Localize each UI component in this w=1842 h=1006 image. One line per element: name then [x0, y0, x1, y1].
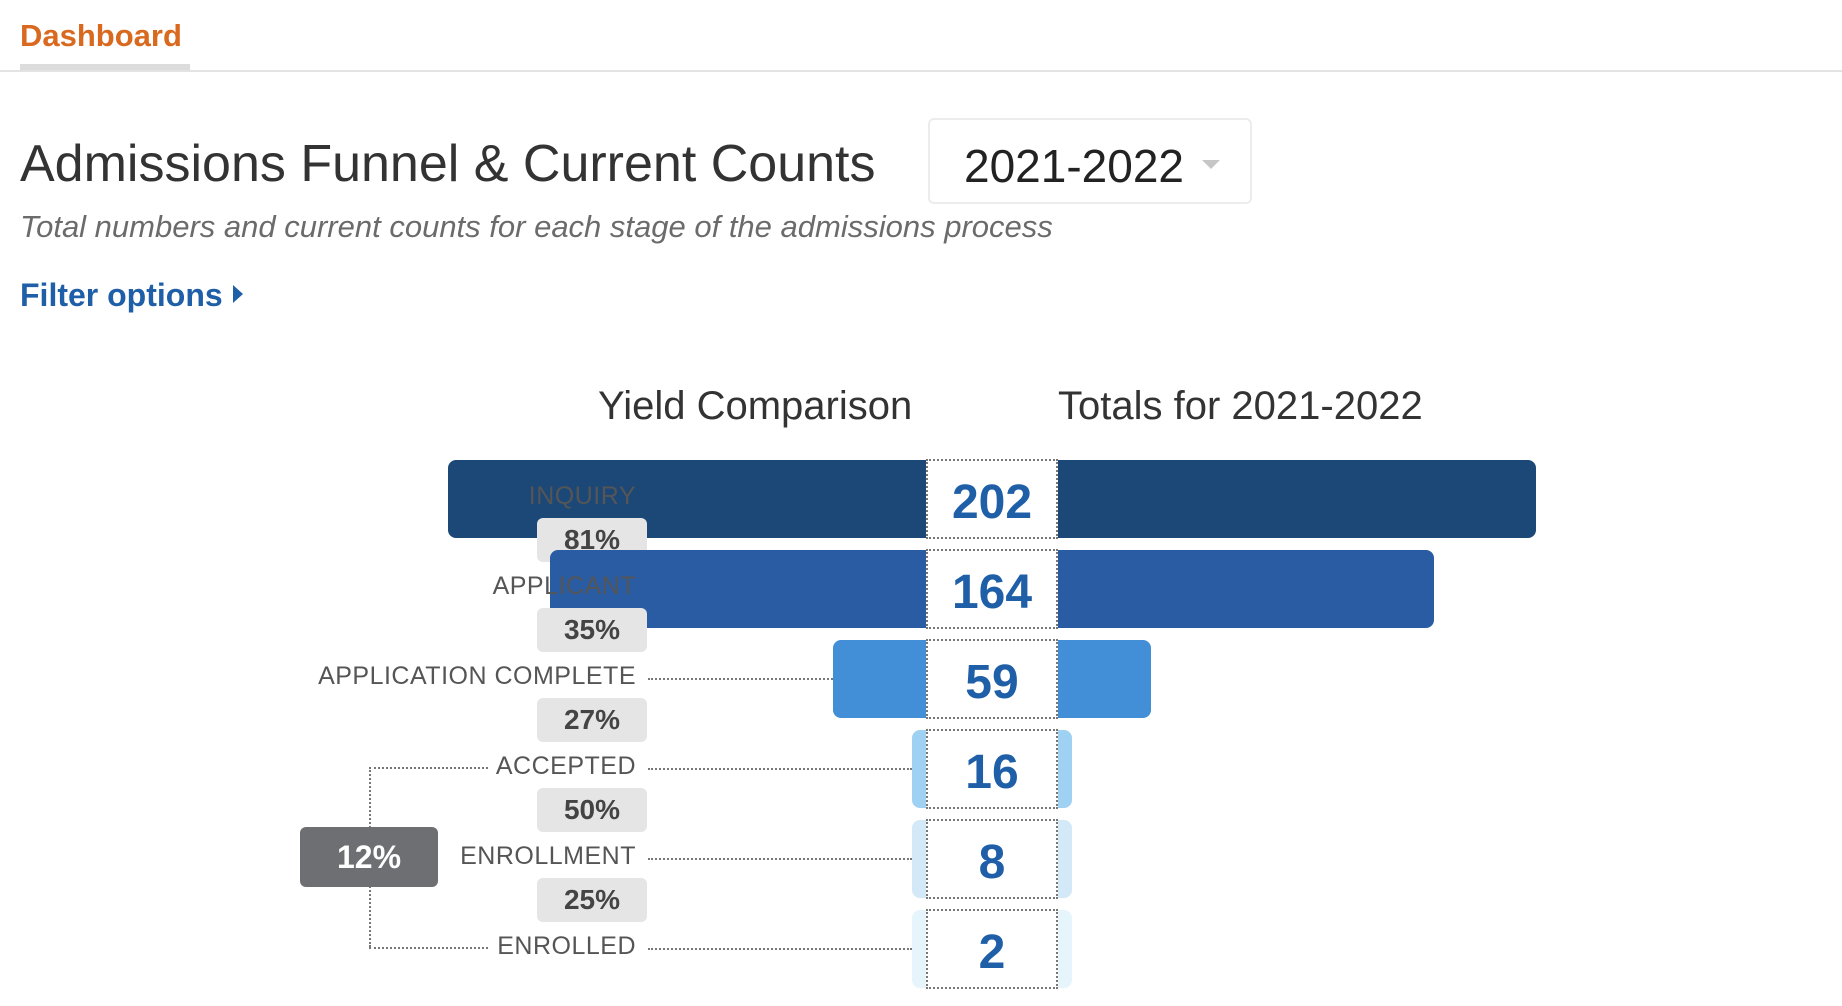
stage-label: APPLICANT	[492, 572, 636, 600]
stage-count: 2	[978, 926, 1006, 979]
stage-count-cell: 2	[926, 909, 1058, 989]
overall-yield-badge: 12%	[300, 827, 438, 887]
conversion-pill: 35%	[537, 608, 647, 652]
stage-label: ACCEPTED	[495, 752, 636, 780]
stage-label: APPLICATION COMPLETE	[318, 662, 636, 690]
tab-bar: Dashboard	[0, 0, 1842, 72]
stage-count-cell: 59	[926, 639, 1058, 719]
filter-options-label: Filter options	[20, 277, 223, 313]
caret-right-icon	[232, 285, 243, 303]
bracket-top-line	[369, 767, 488, 769]
stage-leader-line	[648, 768, 912, 770]
stage-count-cell: 202	[926, 459, 1058, 539]
totals-heading: Totals for 2021-2022	[1058, 384, 1423, 428]
bracket-bottom-line	[369, 947, 488, 949]
stage-leader-line	[648, 858, 912, 860]
stage-count: 59	[965, 656, 1019, 709]
stage-count: 8	[978, 836, 1006, 889]
stage-leader-line	[648, 948, 912, 950]
conversion-pill: 25%	[537, 878, 647, 922]
page-subtitle: Total numbers and current counts for eac…	[20, 209, 1053, 244]
year-select-value: 2021-2022	[964, 140, 1184, 192]
stage-count-cell: 8	[926, 819, 1058, 899]
chevron-down-icon	[1202, 160, 1220, 169]
stage-count-cell: 16	[926, 729, 1058, 809]
stage-label: INQUIRY	[528, 482, 636, 510]
stage-count-cell: 164	[926, 549, 1058, 629]
stage-count: 164	[951, 566, 1033, 619]
stage-leader-line	[648, 678, 834, 680]
stage-label: ENROLLMENT	[460, 842, 636, 870]
tab-dashboard[interactable]: Dashboard	[20, 18, 190, 70]
conversion-pill: 27%	[537, 698, 647, 742]
year-select[interactable]: 2021-2022	[928, 118, 1252, 204]
conversion-pill: 50%	[537, 788, 647, 832]
filter-options-link[interactable]: Filter options	[20, 277, 243, 314]
stage-count: 16	[965, 746, 1019, 799]
stage-label: ENROLLED	[497, 932, 636, 960]
yield-comparison-heading: Yield Comparison	[598, 384, 913, 428]
stage-count: 202	[951, 476, 1033, 529]
page-title: Admissions Funnel & Current Counts	[20, 135, 876, 193]
